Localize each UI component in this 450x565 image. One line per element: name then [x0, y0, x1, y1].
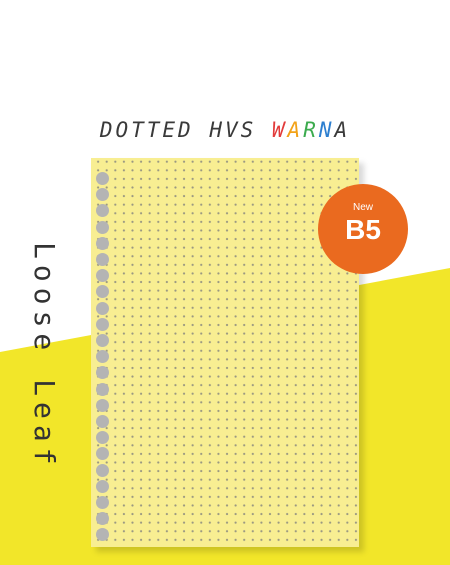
binder-hole: [96, 415, 109, 428]
binder-hole: [96, 269, 109, 283]
binder-hole: [96, 512, 109, 526]
binder-hole: [96, 253, 109, 266]
loose-leaf-label: Loose Leaf: [28, 242, 61, 471]
binder-hole: [96, 334, 109, 347]
size-badge: New B5: [318, 184, 408, 274]
title-letter-n: N: [318, 118, 335, 142]
binder-hole: [96, 463, 109, 477]
title-part-dotted-hvs: DOTTED HVS: [99, 118, 272, 142]
binder-hole: [96, 431, 109, 445]
dotted-paper-sheet: [91, 158, 359, 547]
binder-holes: [96, 172, 110, 542]
binder-hole: [96, 528, 109, 542]
binder-hole: [96, 447, 109, 461]
binder-hole: [96, 301, 109, 315]
binder-hole: [96, 172, 109, 185]
binder-hole: [96, 496, 109, 509]
binder-hole: [96, 366, 109, 380]
binder-hole: [96, 188, 109, 202]
product-title: DOTTED HVS WARNA: [0, 118, 450, 142]
binder-hole: [96, 398, 109, 412]
binder-hole: [96, 236, 109, 250]
binder-hole: [96, 204, 109, 218]
badge-new-label: New: [352, 202, 373, 213]
binder-hole: [96, 220, 109, 234]
binder-hole: [96, 285, 109, 299]
title-letter-a: A: [287, 118, 304, 142]
binder-hole: [96, 317, 109, 331]
binder-hole: [96, 382, 109, 396]
binder-hole: [96, 350, 109, 364]
title-letter-r: R: [303, 118, 319, 142]
title-letter-w: W: [271, 118, 288, 142]
title-letter-a2: A: [334, 118, 351, 142]
badge-size-label: B5: [345, 214, 381, 245]
binder-hole: [96, 479, 109, 493]
